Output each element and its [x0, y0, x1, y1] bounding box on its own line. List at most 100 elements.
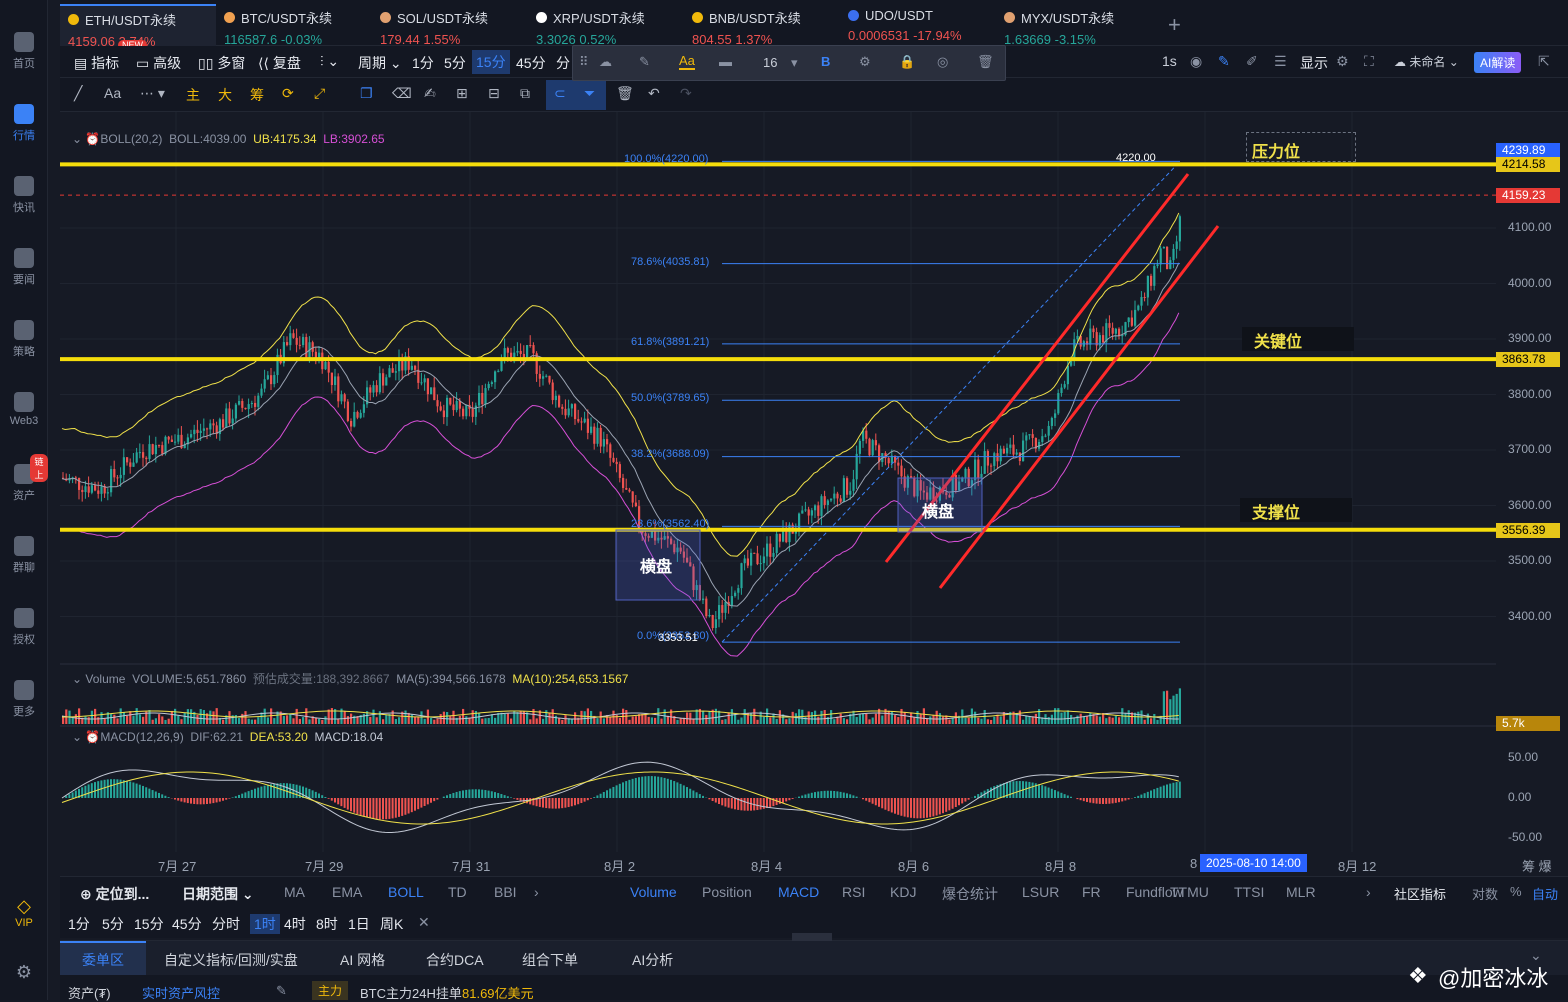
- time-axis[interactable]: 7月 27 7月 29 7月 31 8月 2 8月 4 8月 6 8月 8 8 …: [60, 852, 1568, 876]
- risk-control-link[interactable]: 实时资产风控: [142, 983, 220, 1002]
- settings-list-icon[interactable]: ☰: [1274, 53, 1287, 70]
- chart-option[interactable]: 对数: [1472, 884, 1498, 903]
- collapse-icon[interactable]: ⌄: [72, 132, 82, 146]
- eraser-icon[interactable]: ⌫: [392, 85, 412, 102]
- line-tool-icon[interactable]: ╱: [74, 85, 82, 102]
- tab-ai-analysis[interactable]: AI分析: [632, 950, 673, 970]
- period-option[interactable]: 5分: [102, 914, 124, 934]
- main-indicator-bbi[interactable]: BBI: [494, 884, 517, 900]
- alarm-icon[interactable]: ⏰: [85, 132, 100, 146]
- pen-icon[interactable]: ✎: [1218, 53, 1230, 70]
- period-15m[interactable]: 15分: [472, 50, 510, 74]
- copy-icon[interactable]: ❐: [360, 85, 373, 102]
- chart-type-button[interactable]: ⫶ ⌄: [320, 53, 339, 70]
- vip-button[interactable]: ◇VIP: [0, 896, 48, 929]
- large-order-button[interactable]: 大: [218, 85, 232, 105]
- main-indicator-ma[interactable]: MA: [284, 884, 305, 900]
- sidebar-item-2[interactable]: 快讯: [0, 176, 48, 215]
- chart-option[interactable]: %: [1510, 884, 1522, 899]
- multi-window-button[interactable]: ▯▯ 多窗: [198, 53, 245, 73]
- period-option[interactable]: 1日: [348, 914, 370, 934]
- period-1m[interactable]: 1分: [412, 53, 434, 73]
- sidebar-item-5[interactable]: Web3: [0, 392, 48, 427]
- tab-custom-indicator[interactable]: 自定义指标/回测/实盘: [164, 950, 298, 970]
- collapse-icon[interactable]: ⌄: [72, 672, 82, 686]
- fullscreen-icon[interactable]: ⛶: [1364, 53, 1374, 70]
- loop-icon[interactable]: ⟳: [282, 85, 294, 102]
- text-color-button[interactable]: Aa: [679, 53, 695, 70]
- period-option[interactable]: 周K: [380, 914, 403, 934]
- bold-button[interactable]: B: [821, 54, 830, 69]
- template-cloud-icon[interactable]: ☁: [599, 54, 612, 70]
- main-indicator-ema[interactable]: EMA: [332, 884, 362, 900]
- sidebar-item-8[interactable]: 授权: [0, 608, 48, 647]
- indicator-button[interactable]: ▤ 指标: [74, 53, 119, 73]
- drag-handle-icon[interactable]: ⠿: [579, 54, 589, 70]
- tab-order-area[interactable]: 委单区: [82, 950, 124, 970]
- sub-indicator-tab[interactable]: RSI: [842, 884, 865, 900]
- chip-button[interactable]: 筹: [250, 85, 264, 105]
- edit-pen-icon[interactable]: ✎: [639, 54, 650, 70]
- layout-name-dropdown[interactable]: ☁ 未命名 ⌄: [1394, 53, 1459, 70]
- sub-indicator-tab[interactable]: FR: [1082, 884, 1101, 900]
- replay-button[interactable]: ⟨⟨ 复盘: [258, 53, 301, 73]
- sub-indicator-tab[interactable]: LSUR: [1022, 884, 1059, 900]
- font-size-select[interactable]: 16: [763, 55, 777, 70]
- period-45m[interactable]: 45分: [516, 53, 546, 73]
- redo-icon[interactable]: ↷: [680, 85, 692, 102]
- period-option[interactable]: 分时: [212, 914, 240, 934]
- sidebar-item-0[interactable]: 首页: [0, 32, 48, 71]
- ruler-icon[interactable]: ⊞: [456, 85, 468, 102]
- main-indicator-td[interactable]: TD: [448, 884, 467, 900]
- chart-option[interactable]: 社区指标: [1394, 884, 1446, 903]
- date-range-dropdown[interactable]: 日期范围 ⌄: [182, 884, 254, 904]
- period-option[interactable]: 1分: [68, 914, 90, 934]
- more-tools-icon[interactable]: ⋯ ▾: [140, 85, 165, 102]
- undo-icon[interactable]: ↶: [648, 85, 660, 102]
- measure-icon[interactable]: ⤢: [314, 85, 325, 102]
- period-1s[interactable]: 1s: [1162, 53, 1177, 69]
- alarm-icon[interactable]: ⏰: [85, 730, 100, 744]
- sub-indicator-tab[interactable]: 爆仓统计: [942, 884, 998, 904]
- chart-option[interactable]: 自动: [1532, 884, 1558, 903]
- filter-icon[interactable]: ⏷: [584, 85, 595, 102]
- template-icon[interactable]: ⧉: [520, 85, 530, 102]
- tab-contract-dca[interactable]: 合约DCA: [426, 950, 484, 970]
- advanced-button[interactable]: ▭ 高级: [136, 53, 181, 73]
- settings-icon[interactable]: ⚙: [0, 962, 48, 983]
- sub-indicator-tab[interactable]: MLR: [1286, 884, 1316, 900]
- edit-icon[interactable]: ✎: [276, 983, 287, 999]
- delete-icon[interactable]: 🗑: [977, 54, 994, 70]
- period-more[interactable]: 分: [556, 53, 570, 73]
- brush-icon[interactable]: ✍: [424, 85, 436, 102]
- sub-indicator-tab[interactable]: TTSI: [1234, 884, 1264, 900]
- camera-icon[interactable]: ◉: [1190, 53, 1202, 70]
- sub-indicator-tab[interactable]: Position: [702, 884, 752, 900]
- sidebar-item-9[interactable]: 更多: [0, 680, 48, 719]
- sidebar-item-4[interactable]: 策略: [0, 320, 48, 359]
- tab-ai-grid[interactable]: AI 网格: [340, 950, 385, 970]
- text-tool-button[interactable]: Aa: [104, 85, 121, 101]
- period-dropdown[interactable]: 周期 ⌄: [358, 53, 402, 73]
- chip-liq-toggle[interactable]: 筹 爆: [1522, 856, 1552, 875]
- period-option[interactable]: 45分: [172, 914, 202, 934]
- chevron-right-icon[interactable]: ›: [1366, 884, 1371, 900]
- gear-icon[interactable]: ⚙: [1336, 53, 1349, 70]
- eye-icon[interactable]: ◎: [937, 54, 948, 70]
- main-indicator-boll[interactable]: BOLL: [388, 884, 424, 900]
- period-option[interactable]: 15分: [134, 914, 164, 934]
- add-tab-icon[interactable]: +: [1168, 12, 1181, 38]
- display-button[interactable]: 显示: [1300, 53, 1328, 73]
- panel-drag-handle[interactable]: [792, 933, 832, 941]
- sidebar-item-1[interactable]: 行情: [0, 104, 48, 143]
- period-option[interactable]: 4时: [284, 914, 306, 934]
- sidebar-item-6[interactable]: 资产链上: [0, 464, 48, 503]
- period-option[interactable]: 8时: [316, 914, 338, 934]
- sub-indicator-tab[interactable]: MACD: [778, 884, 819, 900]
- sub-indicator-tab[interactable]: TTMU: [1170, 884, 1209, 900]
- sub-indicator-tab[interactable]: KDJ: [890, 884, 916, 900]
